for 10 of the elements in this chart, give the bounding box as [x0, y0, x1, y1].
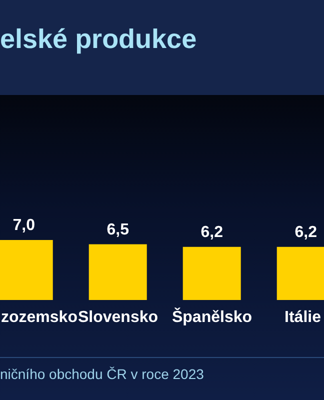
text: ničního obchodu ČR v roce 2023: [0, 366, 204, 382]
chart-title: elské produkce: [0, 24, 197, 55]
data-label: 6,2: [294, 224, 318, 241]
data-label: 6,2: [200, 224, 224, 241]
x-tick-label: Slovensko: [78, 309, 158, 326]
x-tick-label: Španělsko: [172, 307, 252, 326]
data-label: 7,0: [12, 217, 36, 234]
x-tick-label: Itálie: [284, 309, 322, 326]
x-tick-label: zozemsko: [1, 309, 78, 326]
data-label: 6,5: [106, 221, 130, 238]
